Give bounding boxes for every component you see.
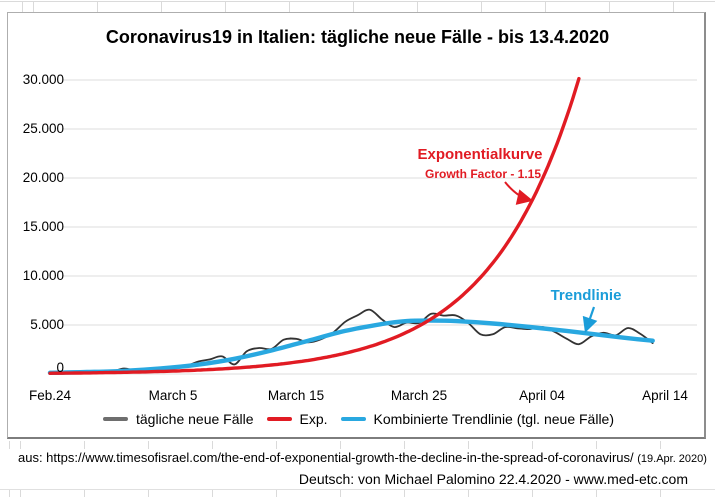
trendline-curve: [47, 318, 655, 375]
y-axis-label: 30.000: [22, 72, 64, 87]
chart-title: Coronavirus19 in Italien: tägliche neue …: [105, 27, 610, 47]
y-axis-label: 15.000: [22, 219, 64, 234]
annotation-exponentialkurve: Exponentialkurve: [417, 146, 543, 163]
annotation-growth-factor: Growth Factor - 1.15: [424, 167, 542, 181]
legend-item: tägliche neue Fälle: [103, 411, 254, 427]
x-axis-label: April 04: [519, 388, 565, 403]
source-text: aus: https://www.timesofisrael.com/the-e…: [18, 450, 634, 465]
x-axis-label: March 5: [148, 388, 198, 403]
y-axis-label: 0: [56, 360, 64, 375]
legend-label: Exp.: [299, 411, 328, 427]
source-date: (19.Apr. 2020): [637, 453, 707, 465]
y-axis-label: 20.000: [22, 170, 64, 185]
x-axis-label: March 15: [267, 388, 325, 403]
exponential-curve: [48, 76, 581, 375]
source-line: aus: https://www.timesofisrael.com/the-e…: [18, 450, 707, 465]
gridlines: [62, 79, 697, 375]
chart-legend: tägliche neue Fälle Exp. Kombinierte Trend…: [103, 409, 614, 429]
legend-item: Exp.: [266, 411, 328, 427]
daily-cases-line: [49, 308, 654, 375]
exponential-annotation-arrow-icon: [504, 181, 534, 205]
trendline-annotation-arrow-icon: [582, 306, 598, 333]
y-axis-label: 10.000: [22, 268, 64, 283]
legend-label: tägliche neue Fälle: [136, 411, 254, 427]
x-axis-label: Feb.24: [28, 388, 72, 403]
x-axis-label: March 25: [390, 388, 448, 403]
legend-label: Kombinierte Trendlinie (tgl. neue Fälle): [373, 411, 615, 427]
legend-line-swatch-icon: [103, 417, 128, 421]
y-axis-label: 25.000: [22, 121, 64, 136]
credit-line: Deutsch: von Michael Palomino 22.4.2020 …: [298, 471, 688, 487]
x-axis-label: April 14: [642, 388, 688, 403]
y-axis-label: 5.000: [30, 317, 64, 332]
legend-line-swatch-icon: [266, 417, 292, 421]
legend-item: Kombinierte Trendlinie (tgl. neue Fälle): [340, 411, 615, 427]
annotation-trendlinie: Trendlinie: [550, 287, 622, 304]
legend-line-swatch-icon: [340, 416, 366, 422]
